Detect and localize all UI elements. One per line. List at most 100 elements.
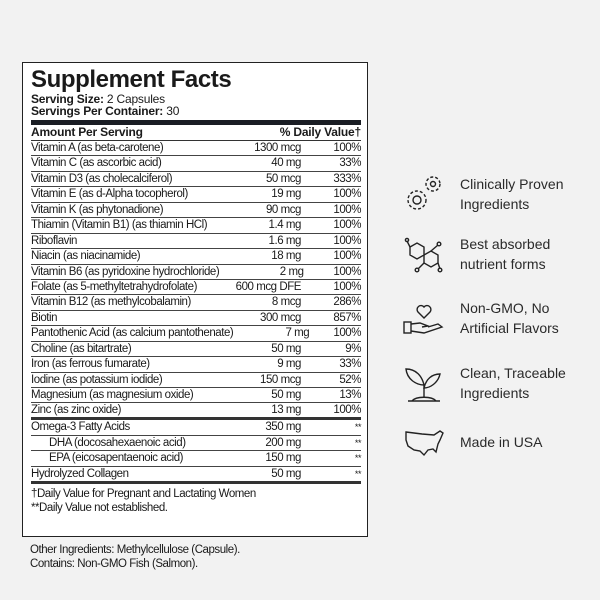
nutrient-name: Riboflavin bbox=[31, 234, 77, 247]
nutrient-name: Zinc (as zinc oxide) bbox=[31, 404, 122, 417]
nutrient-dv: ** bbox=[354, 468, 362, 479]
other-ingredients-block: Other Ingredients: Methylcellulose (Caps… bbox=[30, 543, 240, 571]
footnote-not-established: **Daily Value not established. bbox=[31, 501, 168, 514]
nutrient-name: DHA (docosahexaenoic acid) bbox=[49, 436, 186, 449]
nutrient-amount: 7 mg bbox=[285, 327, 310, 340]
nutrient-dv: 100% bbox=[333, 280, 361, 293]
nutrient-amount: 600 mcg DFE bbox=[235, 280, 302, 293]
divider bbox=[31, 120, 361, 125]
nutrient-name: EPA (eicosapentaenoic acid) bbox=[49, 452, 184, 465]
nutrient-dv: 100% bbox=[333, 188, 361, 201]
nutrient-name: Vitamin D3 (as cholecalciferol) bbox=[31, 172, 173, 185]
table-row: Magnesium (as magnesium oxide) 50 mg 13% bbox=[31, 388, 361, 404]
nutrient-name: Vitamin C (as ascorbic acid) bbox=[31, 157, 162, 170]
gears-icon bbox=[407, 176, 441, 210]
nutrient-amount: 2 mg bbox=[279, 265, 304, 278]
table-row: Biotin 300 mcg 857% bbox=[31, 311, 361, 327]
panel-title: Supplement Facts bbox=[31, 66, 232, 93]
nutrient-name: Vitamin K (as phytonadione) bbox=[31, 203, 164, 216]
nutrient-name: Niacin (as niacinamide) bbox=[31, 250, 141, 263]
footnote-dv: †Daily Value for Pregnant and Lactating … bbox=[31, 487, 256, 500]
nutrient-name: Choline (as bitartrate) bbox=[31, 342, 132, 355]
serving-size: Serving Size: 2 Capsules bbox=[31, 92, 165, 106]
table-row: Vitamin C (as ascorbic acid) 40 mg 33% bbox=[31, 156, 361, 172]
nutrient-dv: 100% bbox=[333, 234, 361, 247]
nutrient-name: Vitamin B6 (as pyridoxine hydrochloride) bbox=[31, 265, 220, 278]
nutrient-dv: 286% bbox=[333, 296, 361, 309]
nutrient-dv: 100% bbox=[333, 203, 361, 216]
table-row: Vitamin B12 (as methylcobalamin) 8 mcg 286… bbox=[31, 295, 361, 311]
feature-best-absorbed: Best absorbed nutrient forms bbox=[402, 232, 550, 276]
hand-heart-icon bbox=[403, 304, 444, 334]
nutrient-amount: 1.4 mg bbox=[268, 219, 302, 232]
table-row: Riboflavin 1.6 mg 100% bbox=[31, 234, 361, 250]
nutrient-dv: ** bbox=[354, 422, 362, 433]
nutrient-dv: 33% bbox=[339, 157, 361, 170]
nutrient-amount: 9 mg bbox=[277, 358, 301, 371]
feature-made-in-usa: Made in USA bbox=[402, 420, 542, 464]
nutrient-dv: 13% bbox=[339, 389, 361, 401]
nutrient-dv: 100% bbox=[333, 219, 361, 232]
usa-map-icon bbox=[405, 430, 444, 457]
nutrient-amount: 50 mg bbox=[271, 467, 301, 480]
nutrient-amount: 18 mg bbox=[271, 250, 301, 263]
servings-per-container: Servings Per Container: 30 bbox=[31, 104, 180, 118]
nutrient-dv: 100% bbox=[333, 142, 361, 154]
nutrient-amount: 90 mcg bbox=[265, 203, 301, 216]
table-row: Omega-3 Fatty Acids 350 mg ** bbox=[31, 420, 362, 436]
nutrient-dv: 333% bbox=[333, 172, 361, 185]
table-row: Choline (as bitartrate) 50 mg 9% bbox=[31, 342, 361, 358]
supplement-facts-panel: Supplement Facts Serving Size: 2 Capsule… bbox=[22, 62, 368, 537]
nutrient-dv: 33% bbox=[339, 358, 361, 371]
table-row: Niacin (as niacinamide) 18 mg 100% bbox=[31, 249, 361, 265]
table-row: Vitamin A (as beta-carotene) 1300 mcg 100% bbox=[31, 141, 361, 157]
sprout-icon bbox=[405, 368, 441, 402]
nutrient-name: Omega-3 Fatty Acids bbox=[31, 421, 130, 434]
nutrient-dv: ** bbox=[354, 453, 362, 464]
feature-non-gmo: Non-GMO, No Artificial Flavors bbox=[402, 296, 559, 340]
contains: Contains: Non-GMO Fish (Salmon). bbox=[30, 558, 198, 570]
table-row: Iron (as ferrous fumarate) 9 mg 33% bbox=[31, 357, 361, 373]
nutrient-name: Vitamin E (as d-Alpha tocopherol) bbox=[31, 188, 188, 201]
table-row: Pantothenic Acid (as calcium pantothenat… bbox=[31, 326, 361, 342]
nutrient-name: Magnesium (as magnesium oxide) bbox=[31, 389, 194, 401]
table-header: Amount Per Serving% Daily Value† bbox=[31, 125, 361, 141]
nutrient-name: Pantothenic Acid (as calcium pantothenat… bbox=[31, 327, 234, 340]
nutrient-amount: 8 mcg bbox=[271, 296, 302, 309]
table-row: Vitamin E (as d-Alpha tocopherol) 19 mg 10… bbox=[31, 187, 361, 203]
nutrient-dv: 100% bbox=[333, 327, 361, 340]
nutrient-name: Hydrolyzed Collagen bbox=[31, 467, 129, 480]
nutrient-amount: 1300 mcg bbox=[254, 142, 301, 154]
other-ingredients: Other Ingredients: Methylcellulose (Caps… bbox=[30, 544, 240, 556]
nutrient-amount: 19 mg bbox=[271, 188, 301, 201]
nutrient-name: Biotin bbox=[31, 311, 58, 324]
table-row: Iodine (as potassium iodide) 150 mcg 52% bbox=[31, 373, 361, 388]
nutrient-amount: 150 mcg bbox=[260, 373, 301, 386]
nutrient-amount: 50 mcg bbox=[265, 172, 301, 185]
nutrient-dv: 100% bbox=[333, 265, 361, 278]
table-row: EPA (eicosapentaenoic acid) 150 mg ** bbox=[31, 451, 362, 467]
feature-clinically-proven: Clinically Proven Ingredients bbox=[402, 172, 563, 216]
nutrient-dv: 100% bbox=[333, 250, 361, 263]
nutrient-amount: 300 mcg bbox=[260, 311, 301, 324]
nutrient-amount: 350 mg bbox=[265, 421, 301, 434]
nutrient-dv: 857% bbox=[333, 311, 361, 324]
nutrient-amount: 50 mg bbox=[271, 342, 301, 355]
nutrient-name: Folate (as 5-methyltetrahydrofolate) bbox=[31, 280, 197, 293]
nutrient-amount: 13 mg bbox=[271, 404, 301, 417]
table-row: Vitamin K (as phytonadione) 90 mcg 100% bbox=[31, 203, 361, 219]
nutrient-name: Vitamin B12 (as methylcobalamin) bbox=[31, 296, 191, 309]
nutrient-name: Iodine (as potassium iodide) bbox=[31, 373, 163, 386]
nutrient-dv: 9% bbox=[345, 342, 361, 355]
nutrient-amount: 1.6 mg bbox=[268, 234, 302, 247]
nutrient-amount: 150 mg bbox=[265, 452, 301, 465]
nutrient-dv: 100% bbox=[333, 404, 361, 417]
nutrient-name: Vitamin A (as beta-carotene) bbox=[31, 142, 164, 154]
feature-clean-traceable: Clean, Traceable Ingredients bbox=[402, 361, 566, 405]
table-row: Thiamin (Vitamin B1) (as thiamin HCl) 1.4… bbox=[31, 218, 361, 234]
nutrient-amount: 50 mg bbox=[271, 389, 301, 401]
nutrient-dv: ** bbox=[354, 437, 362, 448]
nutrient-amount: 200 mg bbox=[265, 436, 301, 449]
nutrient-amount: 40 mg bbox=[271, 157, 301, 170]
molecule-icon bbox=[404, 237, 443, 273]
